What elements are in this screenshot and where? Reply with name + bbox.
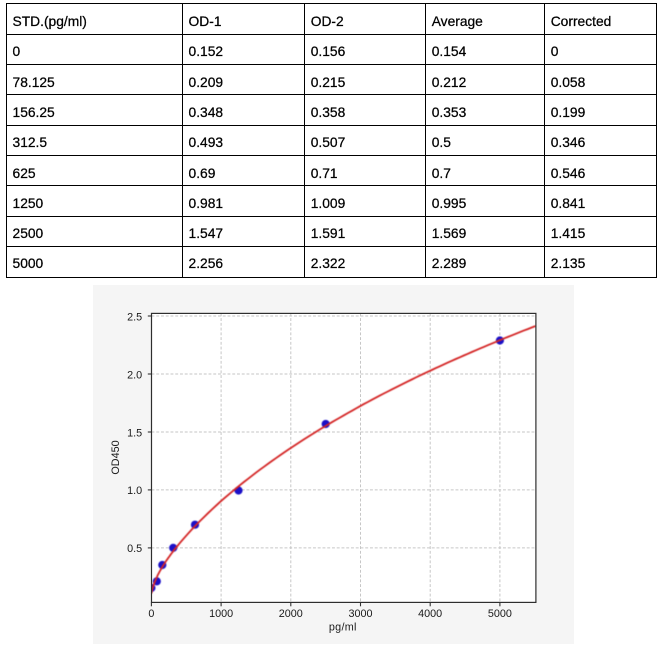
svg-text:0: 0 [148, 608, 154, 620]
svg-text:1.0: 1.0 [127, 485, 142, 497]
svg-text:0.5: 0.5 [127, 543, 142, 555]
svg-text:OD450: OD450 [110, 440, 122, 474]
svg-text:4000: 4000 [418, 608, 442, 620]
svg-text:pg/ml: pg/ml [329, 621, 357, 633]
svg-text:2.0: 2.0 [127, 369, 142, 381]
svg-text:1.5: 1.5 [127, 427, 142, 439]
svg-text:1000: 1000 [209, 608, 233, 620]
svg-text:3000: 3000 [348, 608, 372, 620]
svg-text:5000: 5000 [488, 608, 512, 620]
svg-text:2000: 2000 [279, 608, 303, 620]
svg-text:2.5: 2.5 [127, 311, 142, 323]
